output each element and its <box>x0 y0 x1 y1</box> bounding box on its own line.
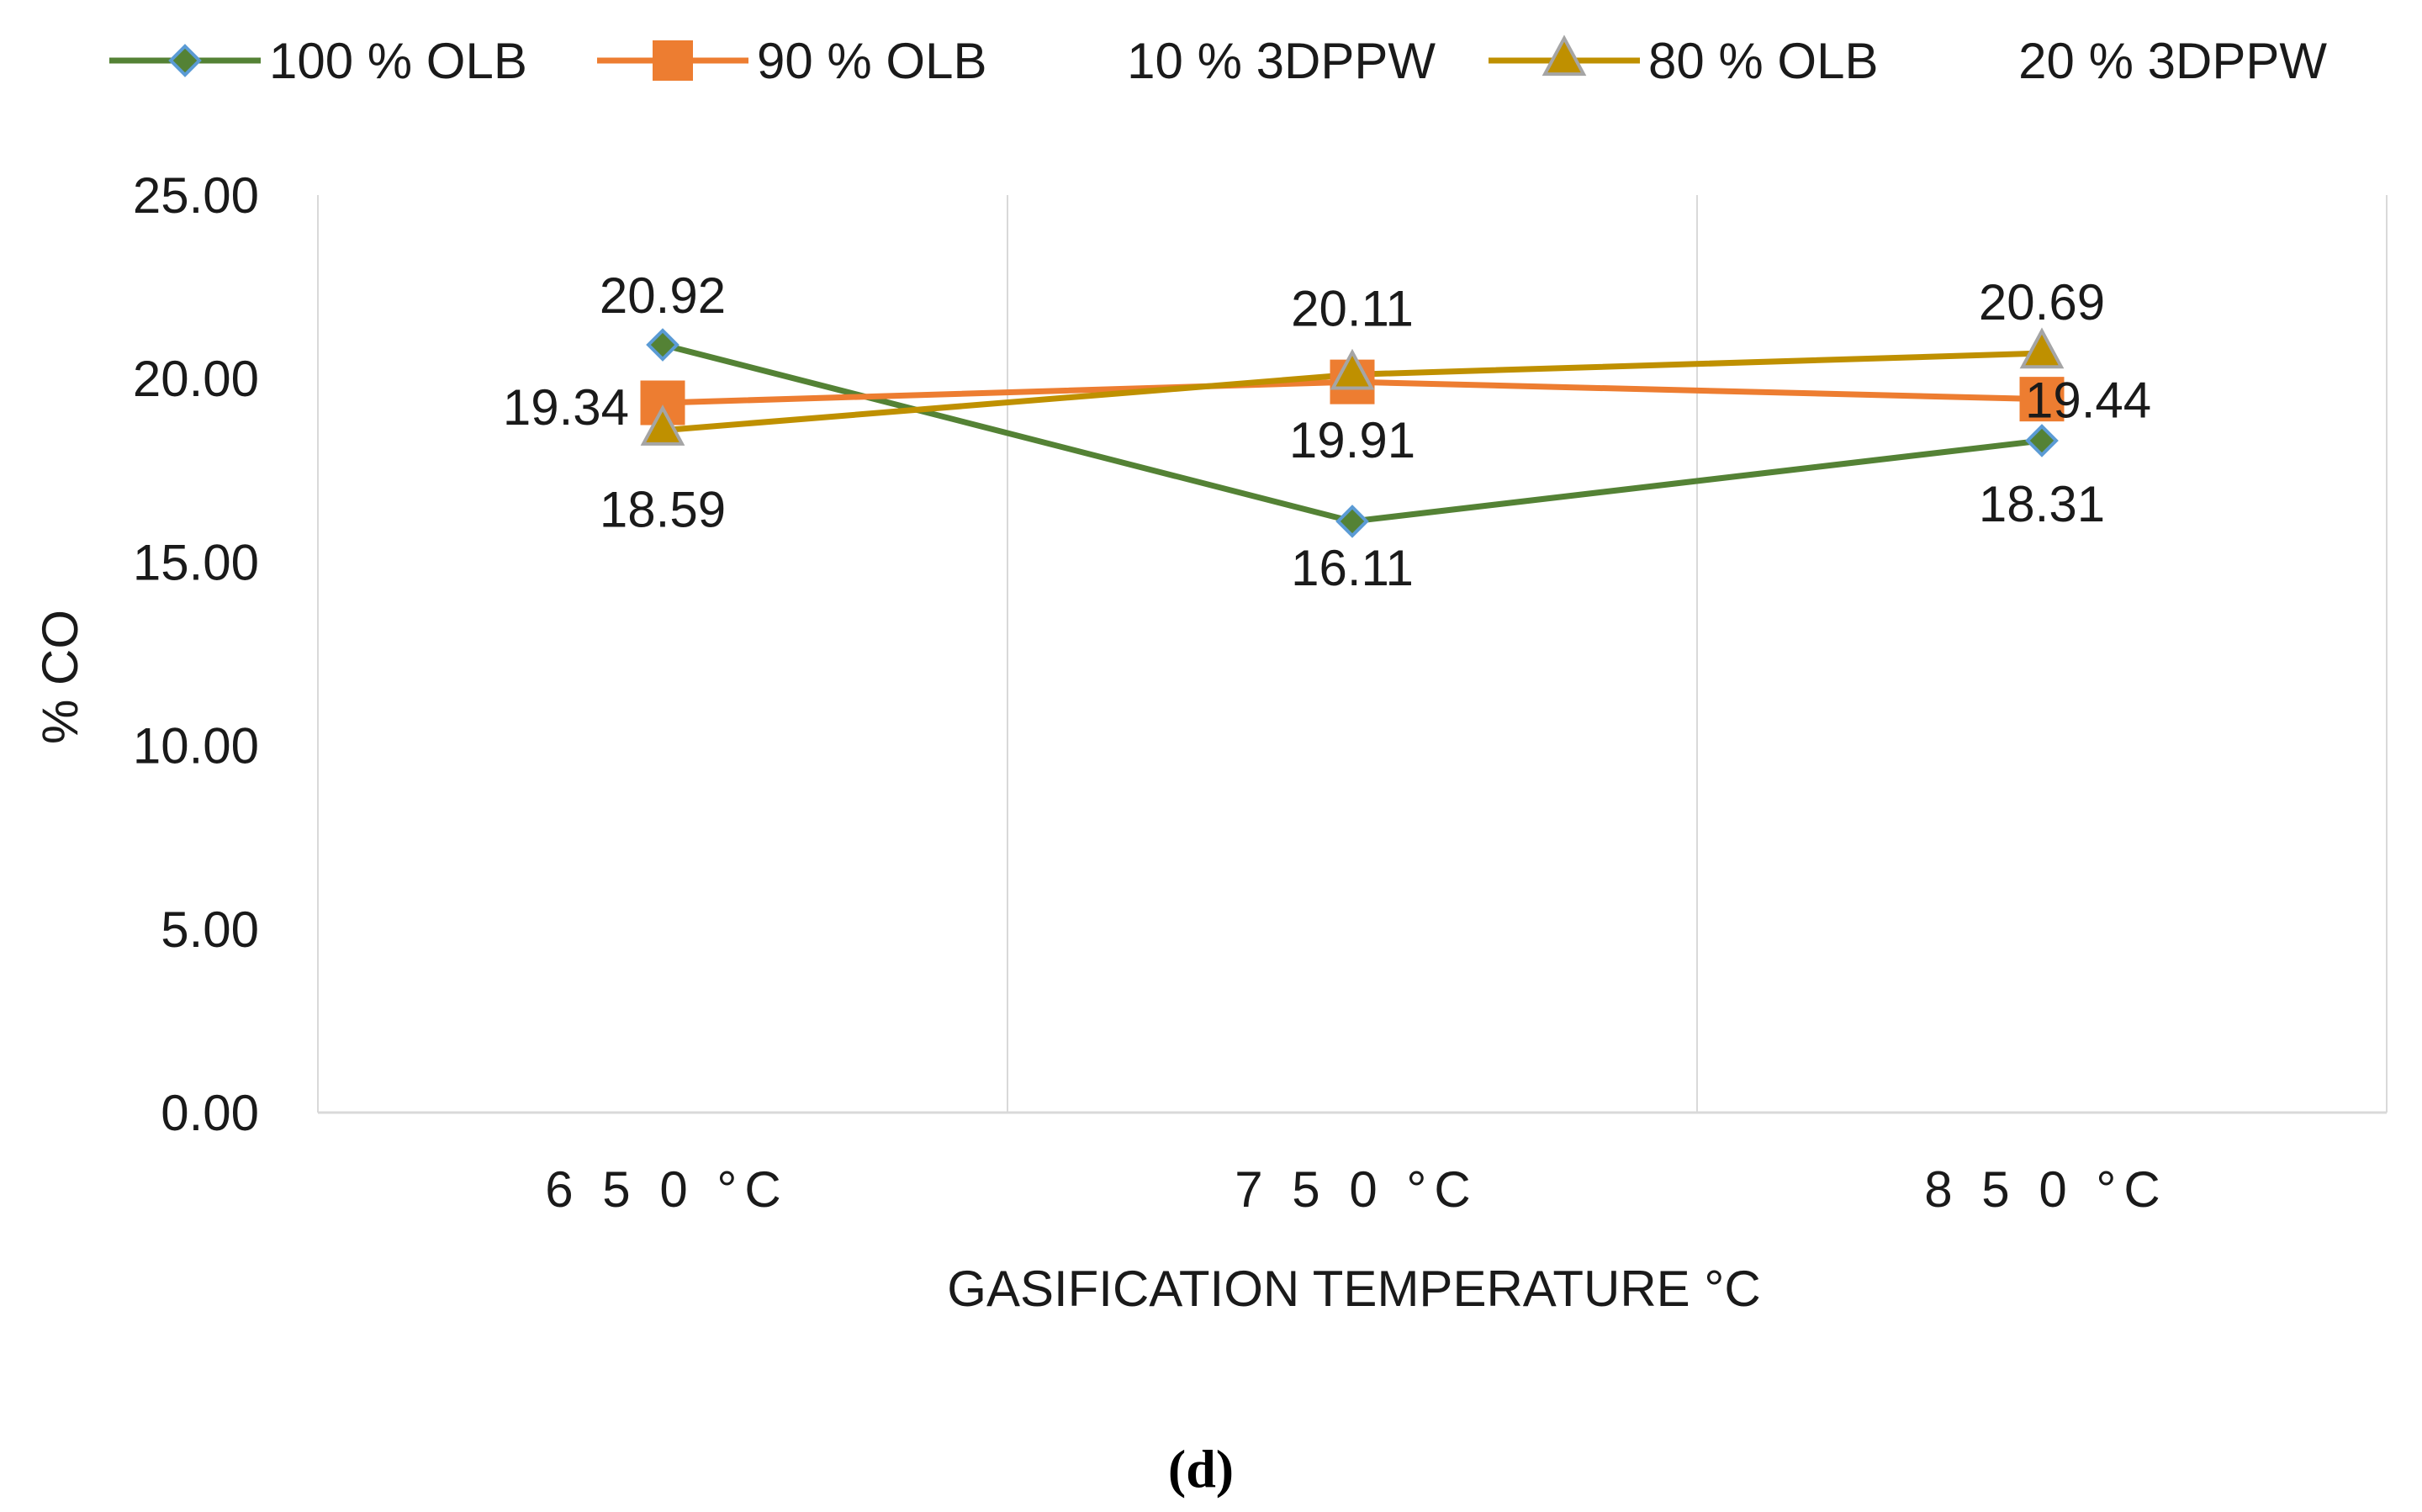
axes: 0.00 5.00 10.00 15.00 20.00 25.00 6 5 0 °C 7 5 … <box>133 167 2387 1218</box>
y-tick-label: 25.00 <box>133 167 259 224</box>
data-label: 16.11 <box>1291 540 1414 596</box>
data-point-marker <box>1330 348 1375 390</box>
legend-item: 100 % OLB <box>109 33 527 89</box>
data-point-marker <box>640 404 685 446</box>
legend-swatch-marker <box>653 40 693 81</box>
data-label: 18.31 <box>1979 476 2105 532</box>
data-point-marker <box>1335 505 1369 538</box>
data-label: 20.11 <box>1291 280 1414 336</box>
data-point-marker <box>2019 377 2065 422</box>
y-tick-label: 5.00 <box>161 901 259 958</box>
data-point-marker <box>646 328 680 362</box>
y-axis-title: % CO <box>32 610 88 744</box>
panel-label: (d) <box>1168 1439 1234 1499</box>
data-label: 20.92 <box>600 267 726 324</box>
legend-item: 80 % OLB 20 % 3DPPW <box>1489 33 2327 89</box>
data-point-marker <box>2019 327 2065 369</box>
x-axis-title: GASIFICATION TEMPERATURE °C <box>947 1261 1760 1317</box>
x-tick-label: 8 5 0 °C <box>1924 1161 2167 1218</box>
legend-swatch-marker <box>1542 34 1587 77</box>
y-tick-label: 20.00 <box>133 351 259 407</box>
data-label: 19.44 <box>2025 373 2151 429</box>
legend-item: 90 % OLB 10 % 3DPPW <box>597 33 1436 89</box>
data-label: 19.34 <box>503 379 629 436</box>
x-tick-label: 7 5 0 °C <box>1235 1161 1478 1218</box>
x-tick-label: 6 5 0 °C <box>545 1161 788 1218</box>
gridlines <box>317 195 2388 1113</box>
y-tick-label: 10.00 <box>133 718 259 775</box>
legend-label: 80 % OLB 20 % 3DPPW <box>1648 33 2327 89</box>
y-tick-label: 0.00 <box>161 1085 259 1141</box>
data-label: 20.69 <box>1979 274 2105 330</box>
data-point-marker <box>2025 424 2059 457</box>
legend: 100 % OLB 90 % OLB 10 % 3DPPW 80 % OLB 20 … <box>109 33 2327 89</box>
legend-label: 100 % OLB <box>269 33 527 89</box>
data-labels: 20.92 16.11 18.31 19.34 19.91 19.44 18.59 20.11… <box>503 267 2151 596</box>
series-markers <box>640 327 2065 538</box>
y-tick-label: 15.00 <box>133 534 259 590</box>
data-label: 19.91 <box>1289 412 1415 468</box>
legend-label: 90 % OLB 10 % 3DPPW <box>757 33 1436 89</box>
legend-swatch-marker <box>168 44 202 77</box>
data-label: 18.59 <box>600 482 726 538</box>
